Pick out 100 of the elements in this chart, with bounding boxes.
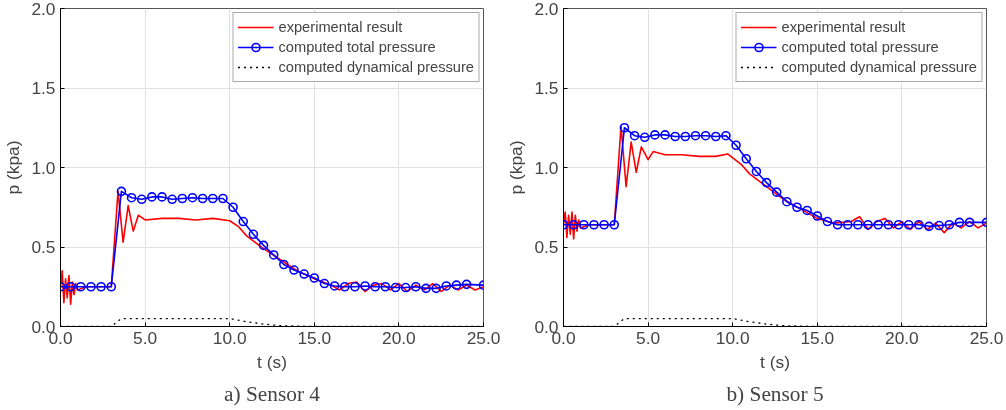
point [390,282,401,293]
point [218,193,228,204]
x-tick-label: 15.0 [800,327,835,348]
point [680,131,691,142]
point [238,216,249,227]
point [721,130,731,141]
point [451,280,462,290]
point [177,193,188,204]
point [279,259,289,270]
point [873,219,884,230]
y-tick-label: 1.0 [31,157,56,178]
text: b) Sensor 5 [726,381,824,406]
point [883,219,894,230]
x-tick-label: 25.0 [466,327,501,348]
legend-label: computed total pressure [278,39,436,55]
point [639,132,650,143]
point [431,283,441,294]
y-axis-title: p (kpa) [506,140,527,195]
point [400,282,411,293]
point [421,283,431,294]
y-tick-label: 1.0 [534,157,559,178]
point [248,229,259,240]
point [258,240,269,251]
point [751,166,762,177]
point [86,281,96,292]
point [167,194,177,205]
y-tick-label: 1.5 [534,78,559,98]
point [411,281,421,292]
point [782,196,792,207]
legend-label: experimental result [781,19,906,35]
point [299,269,309,279]
point [903,219,914,230]
point [944,219,955,230]
y-tick-label: 2.0 [534,0,559,19]
point [380,281,391,292]
text: a) Sensor 4 [224,381,321,406]
point [802,205,812,216]
legend-label: experimental result [278,19,403,35]
point [289,265,299,275]
x-axis-title: t (s) [257,351,287,372]
point [568,219,579,230]
point [268,250,279,260]
point [106,281,117,292]
point [228,202,238,213]
point [863,219,873,230]
point [792,202,802,213]
point [319,278,330,289]
point [690,130,701,141]
point [914,219,924,230]
x-tick-label: 10.0 [715,327,750,348]
point [136,194,147,205]
y-tick-label: 0.5 [31,237,56,257]
point [350,281,360,292]
legend-label: computed dynamical pressure [781,59,977,75]
point [670,131,680,142]
point [812,211,823,221]
point [700,130,711,141]
y-axis-title: p (kpa) [3,140,24,195]
x-tick-label: 25.0 [969,327,1004,348]
point [853,219,863,230]
point [126,192,137,203]
point [157,192,167,202]
point [309,273,320,283]
y-tick-label: 0.5 [534,237,559,257]
point [329,281,340,291]
point [207,193,218,204]
point [629,130,640,141]
point [842,219,853,230]
legend-label: computed dynamical pressure [278,59,474,75]
point [441,281,452,291]
legend-label: computed total pressure [781,39,939,55]
point [660,130,670,140]
point [964,217,975,228]
point [360,281,370,291]
x-tick-label: 10.0 [212,327,247,348]
x-tick-label: 20.0 [382,327,416,348]
point [893,219,904,230]
y-tick-label: 2.0 [31,0,56,19]
point [187,192,198,203]
point [339,281,350,292]
point [116,186,127,197]
point [741,153,752,164]
point [589,219,599,230]
x-axis-title: t (s) [760,351,790,372]
point [771,187,782,197]
point [599,219,609,230]
point [761,177,772,188]
point [731,140,741,151]
y-tick-label: 1.5 [31,78,56,98]
point [710,131,721,142]
point [609,219,620,230]
point [954,217,965,228]
point [832,219,843,230]
point [197,193,208,204]
point [934,220,944,231]
point [619,122,630,133]
point [370,281,381,292]
point [76,281,86,292]
point [65,281,76,292]
x-tick-label: 20.0 [885,327,919,348]
